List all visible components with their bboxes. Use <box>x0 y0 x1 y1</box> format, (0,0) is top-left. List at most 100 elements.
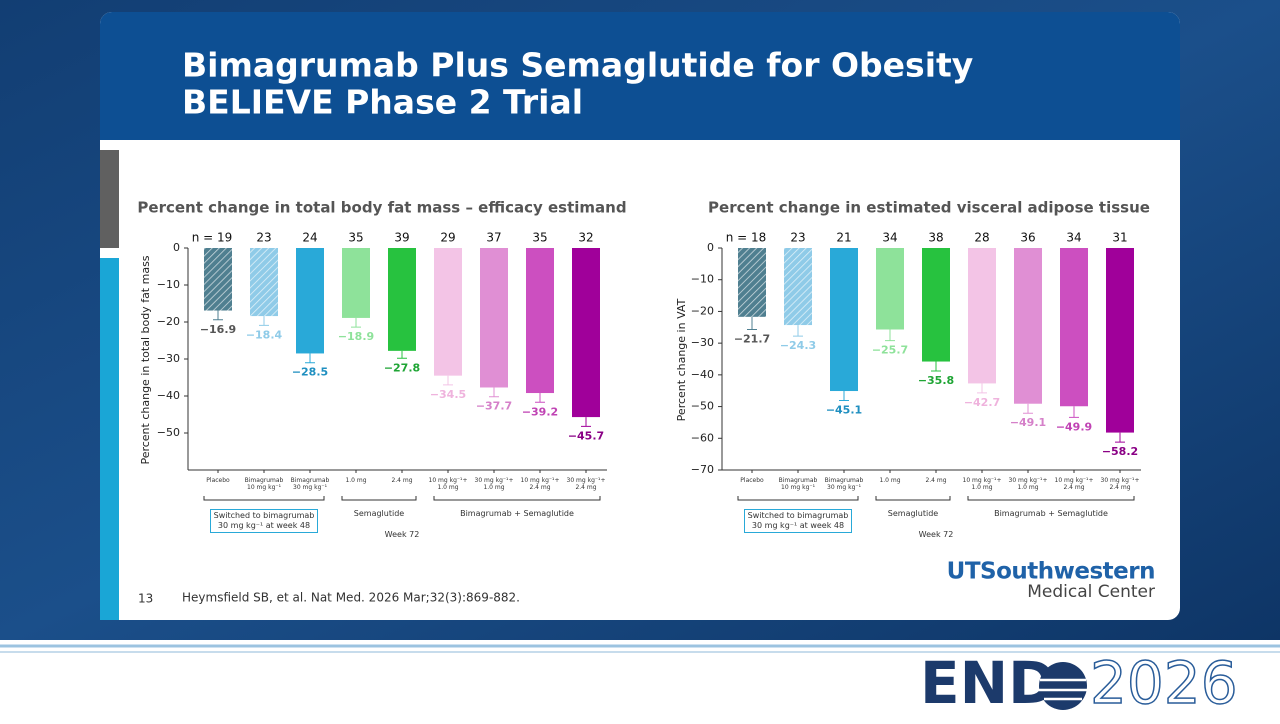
group-bracket <box>203 496 325 501</box>
value-label: −34.5 <box>430 388 466 401</box>
group-label: Semaglutide <box>887 509 939 518</box>
x-tick-label: 10 mg kg⁻¹+ 1.0 mg <box>962 477 1002 491</box>
n-label: 29 <box>440 231 455 245</box>
bar <box>876 248 904 330</box>
n-label: 34 <box>882 231 897 245</box>
bar <box>968 248 996 384</box>
bar <box>830 248 858 392</box>
error-bar <box>931 361 941 372</box>
error-bar <box>885 329 895 342</box>
x-tick-label: 2.4 mg <box>925 477 947 484</box>
n-label: 32 <box>578 231 593 245</box>
error-bar <box>535 393 545 403</box>
x-tick-label: 1.0 mg <box>345 477 367 484</box>
y-tick-label: −40 <box>157 389 180 402</box>
value-label: −35.8 <box>918 374 954 387</box>
group-bracket <box>433 496 601 501</box>
value-label: −27.8 <box>384 361 420 374</box>
bar <box>784 248 812 326</box>
institution-logo: UTSouthwestern <box>947 559 1155 585</box>
y-tick-label: −10 <box>691 273 714 286</box>
error-bar <box>259 316 269 326</box>
y-axis-label: Percent change in total body fat mass <box>139 255 152 464</box>
y-tick-label: 0 <box>173 241 180 254</box>
n-label: 38 <box>928 231 943 245</box>
value-label: −37.7 <box>476 400 512 413</box>
n-label: 24 <box>302 231 317 245</box>
value-label: −18.9 <box>338 330 374 343</box>
citation: Heymsfield SB, et al. Nat Med. 2026 Mar;… <box>182 591 520 605</box>
error-bar <box>977 383 987 394</box>
x-tick-label: 10 mg kg⁻¹+ 1.0 mg <box>428 477 468 491</box>
y-tick-label: −30 <box>691 336 714 349</box>
y-tick-label: 0 <box>707 241 714 254</box>
slide-title: BELIEVE Phase 2 Trial <box>182 83 583 122</box>
error-bar <box>443 375 453 386</box>
n-label: 35 <box>348 231 363 245</box>
slide-panel <box>100 12 1180 620</box>
error-bar <box>1023 403 1033 414</box>
value-label: −16.9 <box>200 323 236 336</box>
bar <box>342 248 370 318</box>
error-bar <box>839 391 849 402</box>
error-bar <box>793 325 803 337</box>
group-label: Semaglutide <box>353 509 405 518</box>
bar <box>1014 248 1042 404</box>
n-label: 36 <box>1020 231 1035 245</box>
x-tick-label: Bimagrumab 10 mg kg⁻¹ <box>778 477 818 491</box>
x-tick-label: 1.0 mg <box>879 477 901 484</box>
chart-title: Percent change in estimated visceral adi… <box>708 199 1150 217</box>
x-tick-label: 2.4 mg <box>391 477 413 484</box>
page-number: 13 <box>138 592 153 606</box>
y-tick-label: −40 <box>691 368 714 381</box>
error-bar <box>1115 432 1125 443</box>
value-label: −21.7 <box>734 333 770 346</box>
x-tick-label: Bimagrumab 30 mg kg⁻¹ <box>290 477 330 491</box>
bar <box>526 248 554 394</box>
bar <box>388 248 416 351</box>
x-tick-label: 30 mg kg⁻¹+ 1.0 mg <box>474 477 514 491</box>
x-tick-label: 10 mg kg⁻¹+ 2.4 mg <box>1054 477 1094 491</box>
y-tick-label: −70 <box>691 463 714 476</box>
bar <box>296 248 324 354</box>
value-label: −42.7 <box>964 396 1000 409</box>
value-label: −24.3 <box>780 339 816 352</box>
error-bar <box>747 316 757 331</box>
group-bracket <box>341 496 417 501</box>
error-bar <box>397 350 407 359</box>
n-label: 21 <box>836 231 851 245</box>
group-label: Bimagrumab + Semaglutide <box>460 509 574 518</box>
error-bar <box>581 417 591 427</box>
group-bracket <box>737 496 859 501</box>
value-label: −45.7 <box>568 429 604 442</box>
bar <box>572 248 600 418</box>
x-tick-label: 30 mg kg⁻¹+ 2.4 mg <box>566 477 606 491</box>
event-year: 2026 <box>1090 649 1238 717</box>
institution-subtitle: Medical Center <box>1027 582 1155 602</box>
x-tick-label: Bimagrumab 30 mg kg⁻¹ <box>824 477 864 491</box>
chart-title: Percent change in total body fat mass – … <box>137 199 626 217</box>
y-axis-label: Percent change in VAT <box>675 298 688 421</box>
error-bar <box>489 387 499 398</box>
bar <box>1060 248 1088 407</box>
n-label: 37 <box>486 231 501 245</box>
x-tick-label: 30 mg kg⁻¹+ 2.4 mg <box>1100 477 1140 491</box>
n-label: n = 18 <box>726 231 767 245</box>
event-name: END <box>920 649 1056 717</box>
accent-bar <box>100 258 119 620</box>
bar <box>204 248 232 311</box>
y-tick-label: −20 <box>691 304 714 317</box>
value-label: −49.1 <box>1010 416 1046 429</box>
x-tick-label: 30 mg kg⁻¹+ 1.0 mg <box>1008 477 1048 491</box>
value-label: −49.9 <box>1056 420 1092 433</box>
x-tick-label: Bimagrumab 10 mg kg⁻¹ <box>244 477 284 491</box>
y-tick-label: −10 <box>157 278 180 291</box>
x-tick-label: Placebo <box>206 477 230 484</box>
n-label: 28 <box>974 231 989 245</box>
value-label: −39.2 <box>522 405 558 418</box>
group-bracket <box>875 496 951 501</box>
n-label: 39 <box>394 231 409 245</box>
bar <box>480 248 508 388</box>
